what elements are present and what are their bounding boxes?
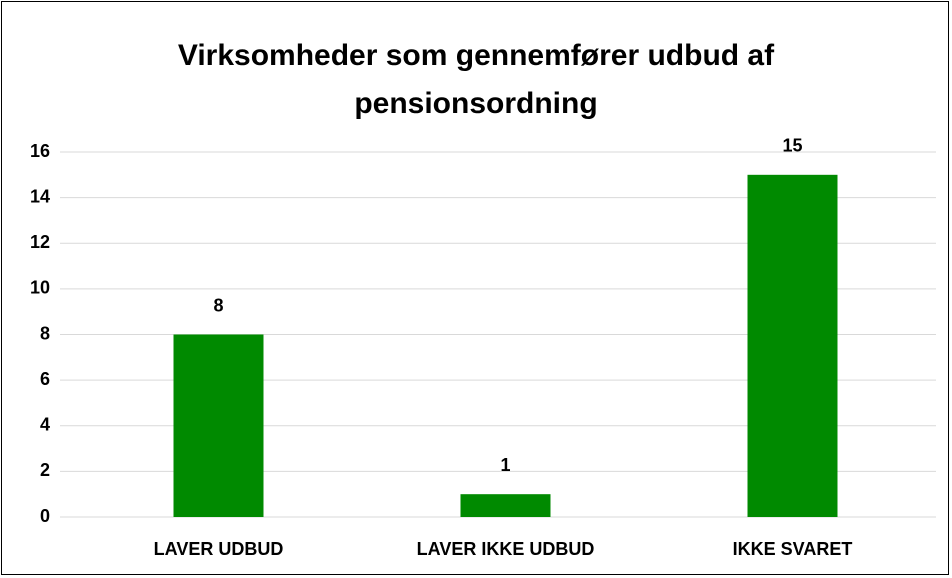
y-tick-label: 4 (40, 415, 50, 435)
y-tick-label: 2 (40, 460, 50, 480)
bar (747, 174, 838, 517)
bar (460, 494, 551, 517)
y-tick-label: 12 (30, 232, 50, 252)
data-label: 15 (782, 136, 802, 156)
x-tick-label: IKKE SVARET (733, 539, 853, 559)
y-tick-label: 0 (40, 506, 50, 526)
y-tick-label: 6 (40, 369, 50, 389)
data-label: 8 (213, 295, 223, 315)
y-tick-label: 16 (30, 141, 50, 161)
y-tick-label: 14 (30, 186, 50, 206)
data-label: 1 (500, 455, 510, 475)
x-tick-label: LAVER UDBUD (154, 539, 284, 559)
chart-title: Virksomheder som gennemfører udbud af pe… (177, 39, 775, 120)
bar (173, 334, 264, 517)
y-tick-label: 10 (30, 278, 50, 298)
y-tick-label: 8 (40, 323, 50, 343)
x-tick-label: LAVER IKKE UDBUD (417, 539, 595, 559)
